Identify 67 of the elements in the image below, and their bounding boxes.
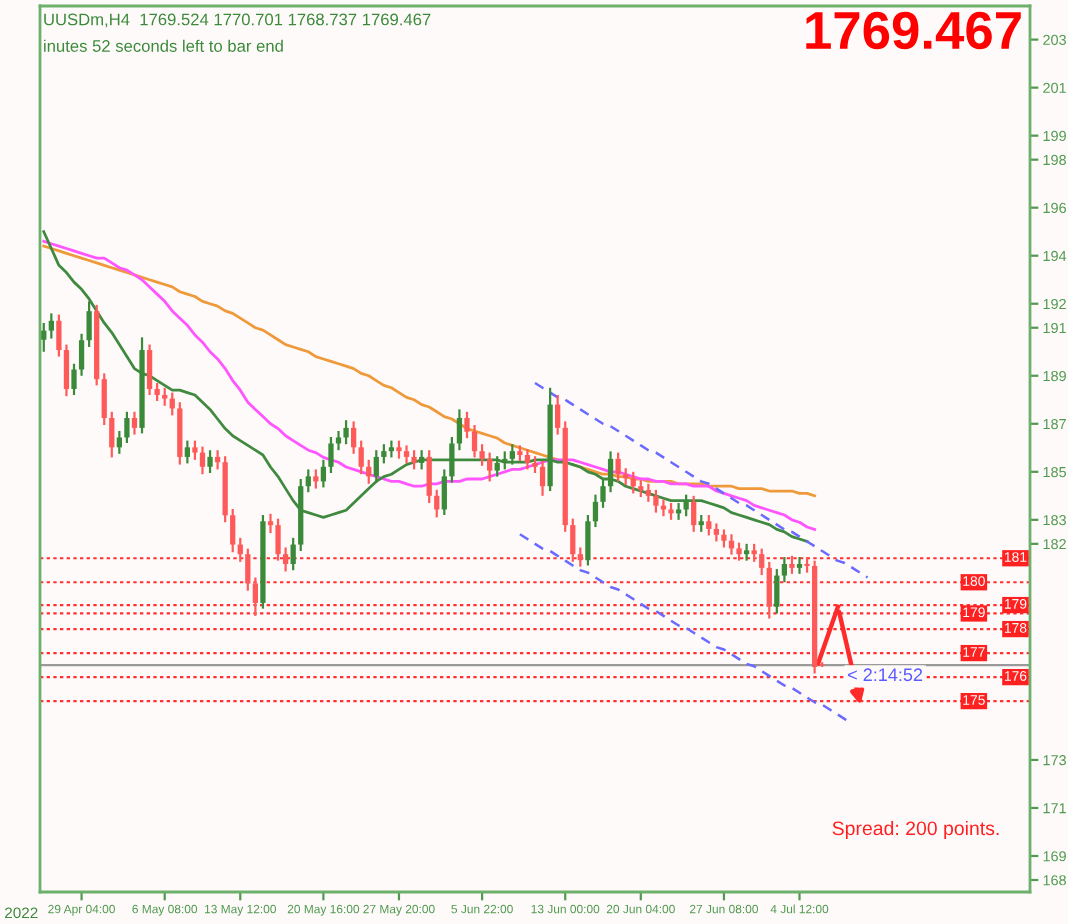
annotation: UUSDm,H4 1769.524 1770.701 1768.737 1769.467	[44, 13, 431, 28]
candlestick	[403, 444, 410, 465]
candlestick	[713, 522, 720, 543]
line-series	[533, 381, 869, 579]
candlestick	[199, 445, 206, 476]
candlestick	[396, 439, 402, 460]
candlestick	[343, 419, 349, 446]
candlestick	[358, 439, 364, 476]
annotation: < 2:14:52	[848, 668, 923, 682]
candlestick	[101, 372, 107, 427]
candlestick	[471, 423, 478, 459]
candlestick	[162, 386, 168, 407]
candlestick	[426, 449, 432, 505]
candlestick	[524, 447, 531, 471]
candlestick	[683, 493, 689, 518]
candlestick	[630, 470, 636, 495]
candlestick	[441, 468, 447, 517]
candlestick	[230, 507, 236, 554]
candlestick	[487, 451, 493, 483]
candlestick	[577, 546, 583, 568]
candlestick	[570, 517, 576, 563]
candlestick	[789, 554, 795, 575]
candlestick	[116, 429, 122, 455]
candlestick	[706, 513, 712, 537]
candlestick	[509, 443, 515, 466]
candlestick	[411, 449, 417, 471]
candlestick	[796, 555, 803, 575]
candlestick	[434, 488, 440, 519]
candlestick	[48, 312, 54, 340]
candlestick	[660, 498, 667, 518]
candlestick	[313, 468, 319, 490]
candlestick	[373, 449, 379, 484]
candlestick	[743, 542, 750, 562]
candlestick	[766, 560, 772, 620]
annotation: inutes 52 seconds left to bar end	[44, 39, 283, 52]
candlestick	[290, 536, 296, 572]
candlestick	[645, 482, 651, 503]
annotation: 1769.467	[806, 11, 1021, 50]
candlestick	[653, 488, 659, 514]
candlestick	[615, 451, 621, 483]
candlestick	[146, 343, 153, 397]
candlestick	[41, 321, 47, 353]
candlestick	[607, 450, 614, 494]
candlestick	[419, 449, 425, 471]
candlestick	[502, 450, 508, 471]
candlestick	[774, 567, 780, 615]
candlestick	[350, 420, 357, 455]
candlestick	[245, 547, 251, 592]
candlestick	[388, 439, 395, 459]
candlestick	[131, 410, 138, 436]
candlestick	[555, 393, 561, 436]
candlestick	[751, 542, 757, 563]
candlestick	[494, 455, 500, 478]
candlestick	[207, 449, 213, 475]
candlestick	[124, 410, 130, 445]
candlestick	[736, 541, 742, 562]
candlestick	[539, 459, 546, 497]
candlestick	[184, 439, 191, 465]
candlestick	[759, 547, 765, 577]
candlestick	[381, 443, 387, 465]
annotation: Spread: 200 points.	[832, 820, 999, 840]
candlestick	[691, 494, 697, 533]
candlestick	[305, 468, 311, 494]
candlestick	[252, 576, 259, 617]
candlestick	[721, 528, 727, 549]
candlestick	[781, 555, 788, 584]
candlestick	[109, 410, 115, 459]
